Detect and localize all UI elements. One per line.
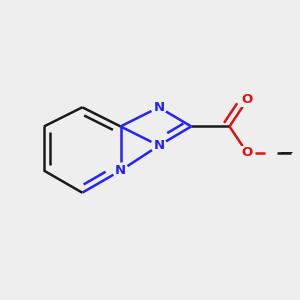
Text: N: N: [153, 101, 164, 114]
Text: O: O: [242, 93, 253, 106]
Text: O: O: [242, 146, 253, 159]
Text: N: N: [153, 139, 164, 152]
Text: N: N: [115, 164, 126, 177]
Text: —: —: [280, 146, 293, 159]
